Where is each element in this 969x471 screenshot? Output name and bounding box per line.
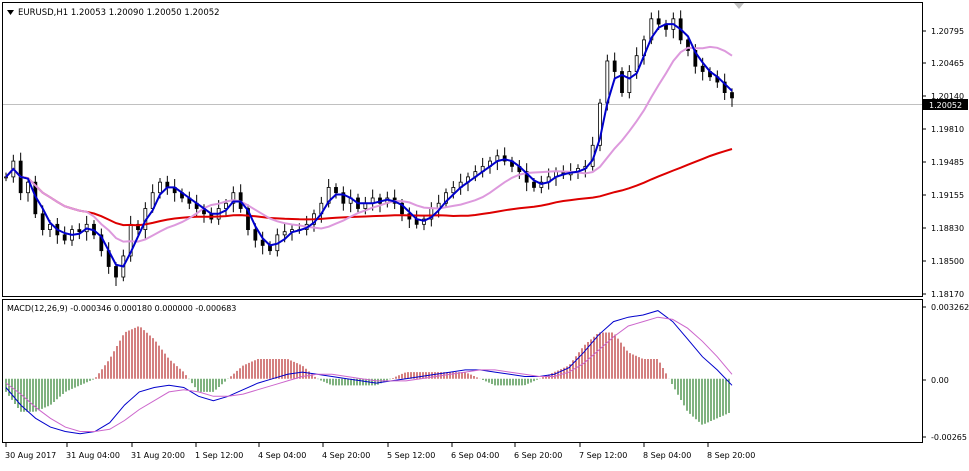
time-label: 31 Aug 20:00 bbox=[131, 451, 185, 460]
candle-body bbox=[524, 171, 529, 183]
candle-body bbox=[341, 192, 346, 204]
price-label: 1.20795 bbox=[931, 27, 964, 36]
candle-body bbox=[114, 266, 118, 278]
price-label: 1.19485 bbox=[931, 158, 964, 167]
candle-body bbox=[4, 176, 8, 179]
candle-body bbox=[620, 71, 624, 93]
candle-body bbox=[627, 71, 632, 93]
candle-body bbox=[282, 231, 287, 236]
macd-axis: 0.003262 0.00 -0.00265 bbox=[922, 303, 969, 442]
candle-body bbox=[253, 229, 258, 241]
symbol-header: EURUSD,H1 1.20053 1.20090 1.20050 1.2005… bbox=[18, 8, 220, 18]
candle-body bbox=[62, 234, 67, 241]
time-label: 1 Sep 12:00 bbox=[195, 451, 243, 460]
chevron-down-icon[interactable] bbox=[7, 10, 14, 15]
price-label: 1.18830 bbox=[931, 224, 964, 233]
candle-body bbox=[598, 102, 602, 146]
candle-body bbox=[231, 192, 236, 204]
candle-body bbox=[722, 81, 727, 93]
candle-body bbox=[400, 202, 404, 215]
macd-title: MACD(12,26,9) -0.000346 0.000180 0.00000… bbox=[7, 304, 236, 313]
candle-body bbox=[656, 18, 661, 25]
candle-body bbox=[246, 208, 250, 231]
candle-body bbox=[26, 181, 30, 194]
price-label: 1.19810 bbox=[931, 125, 964, 134]
macd-scale-label: 0.00 bbox=[931, 376, 949, 385]
price-axis: 1.20795 1.20465 1.20140 1.19810 1.19485 1.191… bbox=[922, 27, 964, 299]
macd-scale-label: 0.003262 bbox=[931, 303, 969, 312]
time-label: 8 Sep 20:00 bbox=[707, 451, 755, 460]
candle-body bbox=[99, 234, 104, 252]
candle-body bbox=[40, 213, 45, 231]
time-label: 5 Sep 12:00 bbox=[387, 451, 435, 460]
ma-slow-line bbox=[5, 148, 733, 227]
time-label: 6 Sep 20:00 bbox=[514, 451, 562, 460]
price-label: 1.20140 bbox=[931, 92, 964, 101]
macd-scale-label: -0.00265 bbox=[931, 433, 967, 442]
macd-line bbox=[5, 310, 733, 435]
candle-body bbox=[158, 181, 162, 194]
candle-body bbox=[444, 192, 448, 204]
ma-mid-line bbox=[5, 45, 733, 243]
current-price-tag bbox=[923, 99, 968, 110]
price-label: 1.18170 bbox=[931, 290, 964, 299]
candle-body bbox=[700, 65, 705, 72]
chart-shift-icon[interactable] bbox=[734, 3, 744, 9]
time-label: 6 Sep 04:00 bbox=[451, 451, 499, 460]
time-label: 8 Sep 04:00 bbox=[643, 451, 691, 460]
candle-body bbox=[730, 92, 734, 99]
price-label: 1.20465 bbox=[931, 59, 964, 68]
candle-body bbox=[260, 239, 265, 246]
candle-body bbox=[407, 213, 412, 220]
ma-fast-line bbox=[5, 23, 733, 268]
candle-body bbox=[532, 181, 536, 188]
time-label: 4 Sep 04:00 bbox=[258, 451, 306, 460]
price-label: 1.19155 bbox=[931, 191, 964, 200]
price-label: 1.18500 bbox=[931, 257, 964, 266]
candle-body bbox=[77, 229, 82, 233]
candle-body bbox=[334, 187, 338, 194]
time-label: 30 Aug 2017 bbox=[5, 451, 56, 460]
current-price-text: 1.20052 bbox=[929, 101, 962, 110]
candle-body bbox=[224, 202, 228, 209]
time-axis: 30 Aug 2017 31 Aug 04:00 31 Aug 20:00 1 Sep… bbox=[5, 443, 755, 460]
time-label: 31 Aug 04:00 bbox=[66, 451, 120, 460]
candle-body bbox=[612, 60, 617, 72]
time-label: 4 Sep 20:00 bbox=[322, 451, 370, 460]
macd-signal-line bbox=[5, 316, 733, 432]
candle-body bbox=[48, 223, 52, 231]
candle-body bbox=[451, 187, 456, 194]
candle-body bbox=[686, 39, 690, 51]
main-chart-frame[interactable] bbox=[2, 2, 923, 297]
time-label: 7 Sep 12:00 bbox=[579, 451, 627, 460]
